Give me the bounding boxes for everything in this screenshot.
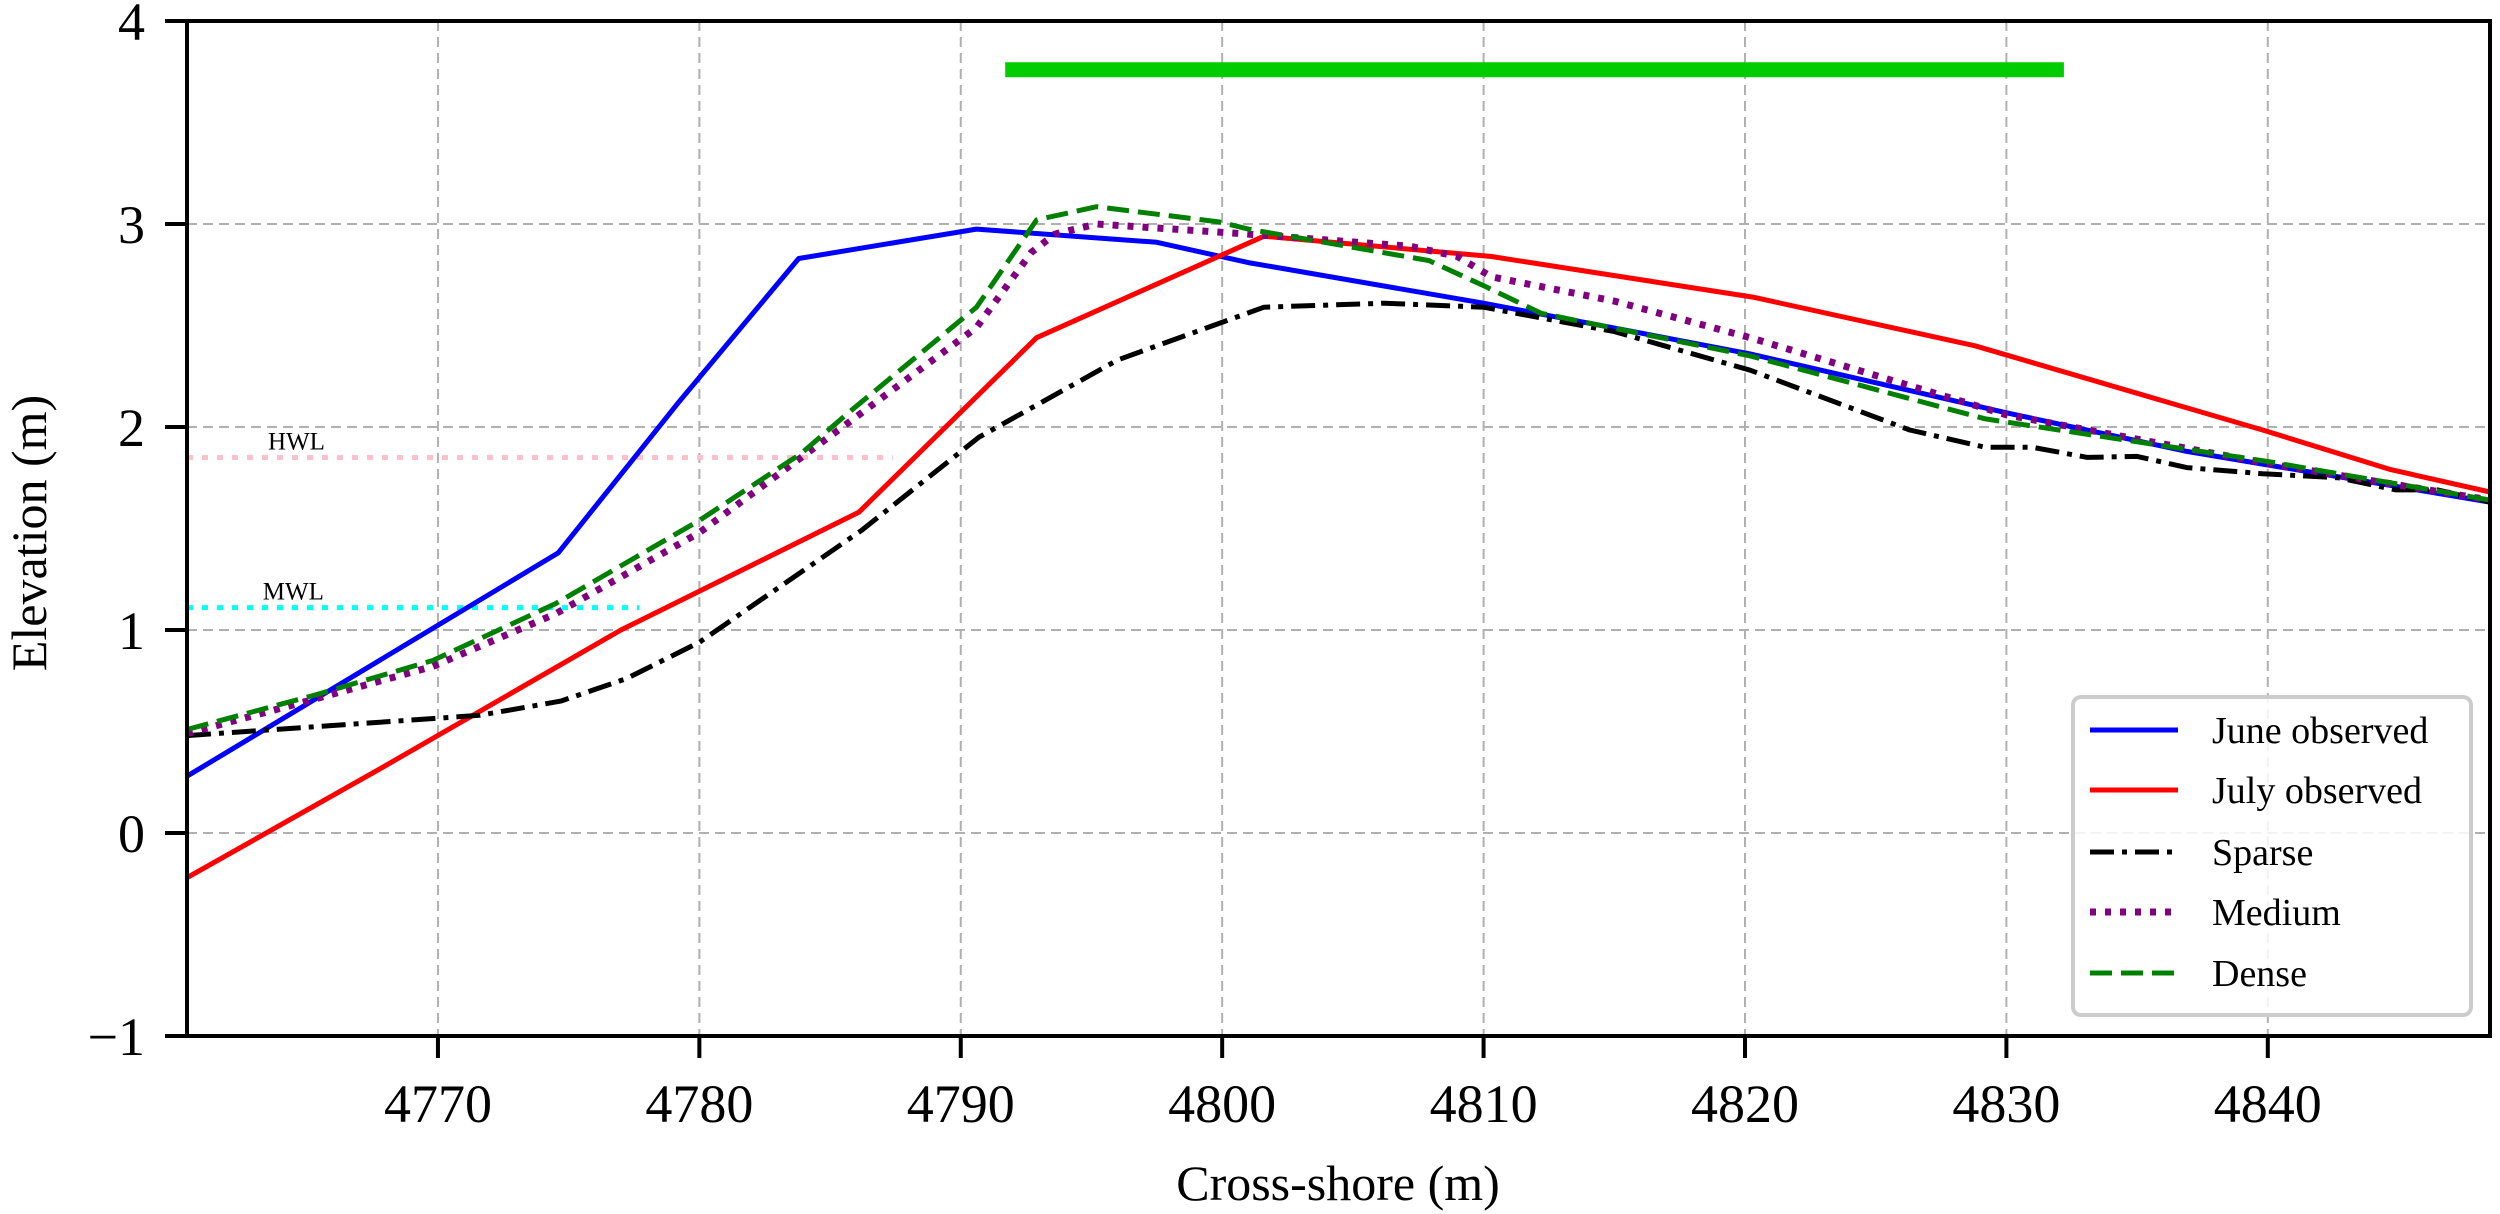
reference-lines: HWL MWL — [187, 428, 893, 611]
x-tick-label: 4790 — [907, 1074, 1015, 1134]
y-axis-label: Elevation (m) — [1, 395, 57, 671]
y-tick-label: −1 — [88, 1007, 145, 1067]
x-tick-label: 4820 — [1691, 1074, 1799, 1134]
x-tick-label: 4780 — [645, 1074, 753, 1134]
legend: June observed July observed Sparse Medium De… — [2071, 695, 2473, 1017]
x-tick-label: 4770 — [384, 1074, 492, 1134]
legend-box — [2071, 695, 2473, 1017]
y-axis-ticks: −1 0 1 2 3 4 — [88, 0, 187, 1067]
legend-label: June observed — [2212, 710, 2428, 752]
x-tick-label: 4830 — [1952, 1074, 2060, 1134]
x-axis-ticks: 4770 4780 4790 4800 4810 4820 4830 4840 — [384, 1036, 2322, 1134]
series-medium — [186, 220, 2491, 737]
y-tick-label: 1 — [118, 601, 145, 661]
legend-label: Medium — [2212, 892, 2341, 934]
y-tick-label: 2 — [118, 398, 145, 458]
series-sparse — [186, 300, 2491, 739]
legend-label: July observed — [2212, 770, 2422, 812]
y-tick-label: 4 — [118, 0, 145, 52]
plot-frame — [185, 19, 2492, 1038]
series-july-observed — [185, 233, 2491, 880]
y-tick-label: 0 — [118, 804, 145, 864]
x-tick-label: 4810 — [1430, 1074, 1538, 1134]
x-axis-label: Cross-shore (m) — [1176, 1155, 1500, 1211]
hwl-label: HWL — [268, 428, 325, 455]
grid — [187, 20, 2490, 1037]
legend-label: Dense — [2212, 953, 2307, 995]
axes — [185, 19, 2492, 1038]
data-series — [185, 204, 2491, 880]
mwl-label: MWL — [263, 579, 324, 606]
x-tick-label: 4800 — [1168, 1074, 1276, 1134]
x-tick-label: 4840 — [2214, 1074, 2322, 1134]
legend-label: Sparse — [2212, 832, 2313, 874]
series-june-observed — [185, 226, 2491, 779]
series-dense — [186, 204, 2491, 732]
y-tick-label: 3 — [118, 195, 145, 255]
